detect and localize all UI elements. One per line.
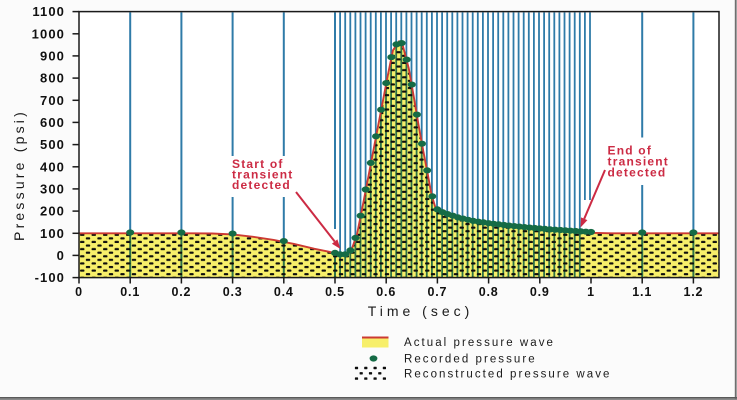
svg-text:200: 200 xyxy=(40,204,65,219)
svg-text:End of: End of xyxy=(608,143,653,157)
svg-text:100: 100 xyxy=(40,226,65,241)
svg-text:0.8: 0.8 xyxy=(479,285,499,299)
svg-text:0.7: 0.7 xyxy=(428,285,448,299)
svg-text:-100: -100 xyxy=(35,270,65,285)
svg-text:900: 900 xyxy=(40,48,65,63)
svg-text:transient: transient xyxy=(232,168,293,182)
svg-text:0.2: 0.2 xyxy=(172,285,192,299)
svg-text:500: 500 xyxy=(40,137,65,152)
svg-text:transient: transient xyxy=(608,155,669,169)
svg-text:Pressure (psi): Pressure (psi) xyxy=(11,109,27,241)
svg-text:600: 600 xyxy=(40,115,65,130)
svg-text:Start of: Start of xyxy=(232,157,284,171)
svg-text:300: 300 xyxy=(40,181,65,196)
svg-text:Actual pressure wave: Actual pressure wave xyxy=(404,337,555,349)
svg-text:detected: detected xyxy=(232,178,291,192)
svg-text:0: 0 xyxy=(75,285,83,299)
svg-text:0.4: 0.4 xyxy=(274,285,294,299)
svg-text:0.1: 0.1 xyxy=(120,285,140,299)
svg-text:1100: 1100 xyxy=(32,4,65,19)
svg-text:1: 1 xyxy=(587,285,595,299)
svg-text:700: 700 xyxy=(40,93,65,108)
svg-text:400: 400 xyxy=(40,159,65,174)
svg-text:Time (sec): Time (sec) xyxy=(368,303,474,319)
svg-text:Recorded pressure: Recorded pressure xyxy=(404,354,537,366)
svg-text:1000: 1000 xyxy=(32,26,65,41)
svg-text:detected: detected xyxy=(608,166,667,180)
svg-text:0.6: 0.6 xyxy=(376,285,396,299)
svg-text:0: 0 xyxy=(57,248,65,263)
svg-text:0.9: 0.9 xyxy=(530,285,550,299)
svg-text:0.3: 0.3 xyxy=(223,285,243,299)
svg-text:800: 800 xyxy=(40,71,65,86)
svg-text:0.5: 0.5 xyxy=(325,285,345,299)
svg-text:Reconstructed pressure wave: Reconstructed pressure wave xyxy=(404,369,611,381)
svg-text:1.2: 1.2 xyxy=(684,285,704,299)
svg-text:1.1: 1.1 xyxy=(632,285,652,299)
